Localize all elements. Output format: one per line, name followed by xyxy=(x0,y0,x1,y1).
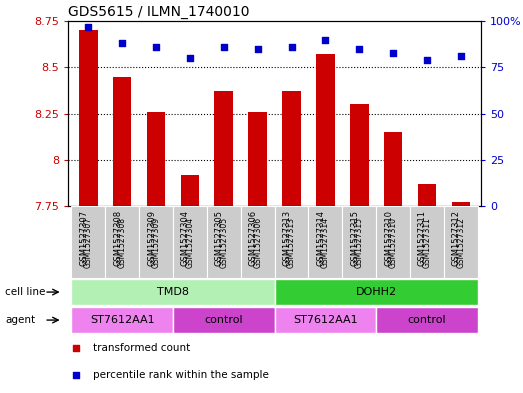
Bar xyxy=(207,206,241,278)
Point xyxy=(423,57,431,63)
Text: GSM1527306: GSM1527306 xyxy=(253,217,262,268)
Text: GSM1527304: GSM1527304 xyxy=(186,217,195,268)
Point xyxy=(321,37,329,43)
Text: percentile rank within the sample: percentile rank within the sample xyxy=(93,370,269,380)
Text: GSM1527311: GSM1527311 xyxy=(423,217,431,268)
Text: GSM1527311: GSM1527311 xyxy=(418,210,427,266)
Text: GSM1527313: GSM1527313 xyxy=(287,217,296,268)
Point xyxy=(72,345,81,351)
Text: GSM1527313: GSM1527313 xyxy=(282,210,291,266)
Text: control: control xyxy=(204,315,243,325)
Bar xyxy=(282,91,301,206)
Text: GSM1527308: GSM1527308 xyxy=(118,217,127,268)
Text: cell line: cell line xyxy=(5,287,46,297)
Bar xyxy=(275,307,376,332)
Point xyxy=(72,372,81,378)
Bar xyxy=(173,206,207,278)
Bar xyxy=(241,206,275,278)
Text: GSM1527314: GSM1527314 xyxy=(316,210,325,266)
Bar xyxy=(139,206,173,278)
Point xyxy=(84,24,93,30)
Point xyxy=(118,40,127,46)
Text: GSM1527307: GSM1527307 xyxy=(84,217,93,268)
Text: ST7612AA1: ST7612AA1 xyxy=(293,315,358,325)
Text: transformed count: transformed count xyxy=(93,343,190,353)
Bar xyxy=(410,206,444,278)
Point xyxy=(186,55,194,61)
Text: GSM1527304: GSM1527304 xyxy=(181,210,190,266)
Bar xyxy=(309,206,343,278)
Text: GSM1527306: GSM1527306 xyxy=(248,210,258,266)
Text: control: control xyxy=(407,315,446,325)
Text: GSM1527309: GSM1527309 xyxy=(147,210,156,266)
Bar xyxy=(451,202,470,206)
Text: GSM1527312: GSM1527312 xyxy=(457,217,465,268)
Bar xyxy=(214,91,233,206)
Text: GSM1527309: GSM1527309 xyxy=(152,217,161,268)
Text: agent: agent xyxy=(5,315,36,325)
Text: TMD8: TMD8 xyxy=(157,287,189,297)
Text: GSM1527310: GSM1527310 xyxy=(389,217,397,268)
Text: GSM1527307: GSM1527307 xyxy=(79,210,88,266)
Bar xyxy=(418,184,436,206)
Text: GDS5615 / ILMN_1740010: GDS5615 / ILMN_1740010 xyxy=(68,5,249,18)
Point xyxy=(220,44,228,50)
Bar xyxy=(384,132,402,206)
Bar xyxy=(376,307,478,332)
Bar xyxy=(180,174,199,206)
Text: GSM1527315: GSM1527315 xyxy=(355,217,363,268)
Text: GSM1527312: GSM1527312 xyxy=(452,210,461,266)
Bar xyxy=(350,104,369,206)
Bar xyxy=(343,206,376,278)
Text: GSM1527314: GSM1527314 xyxy=(321,217,330,268)
Point xyxy=(355,46,363,52)
Text: DOHH2: DOHH2 xyxy=(356,287,397,297)
Bar xyxy=(147,112,165,206)
Bar xyxy=(444,206,478,278)
Point xyxy=(152,44,160,50)
Text: GSM1527305: GSM1527305 xyxy=(219,217,228,268)
Bar xyxy=(71,206,105,278)
Bar xyxy=(105,206,139,278)
Text: GSM1527308: GSM1527308 xyxy=(113,210,122,266)
Point xyxy=(254,46,262,52)
Bar xyxy=(113,77,131,206)
Text: GSM1527305: GSM1527305 xyxy=(215,210,224,266)
Text: GSM1527315: GSM1527315 xyxy=(350,210,359,266)
Bar xyxy=(376,206,410,278)
Point xyxy=(389,50,397,56)
Bar xyxy=(71,279,275,305)
Bar xyxy=(275,206,309,278)
Bar xyxy=(79,30,98,206)
Bar xyxy=(316,54,335,206)
Point xyxy=(457,53,465,59)
Text: GSM1527310: GSM1527310 xyxy=(384,210,393,266)
Bar xyxy=(275,279,478,305)
Bar xyxy=(173,307,275,332)
Point xyxy=(287,44,295,50)
Bar xyxy=(71,307,173,332)
Bar xyxy=(248,112,267,206)
Text: ST7612AA1: ST7612AA1 xyxy=(90,315,154,325)
